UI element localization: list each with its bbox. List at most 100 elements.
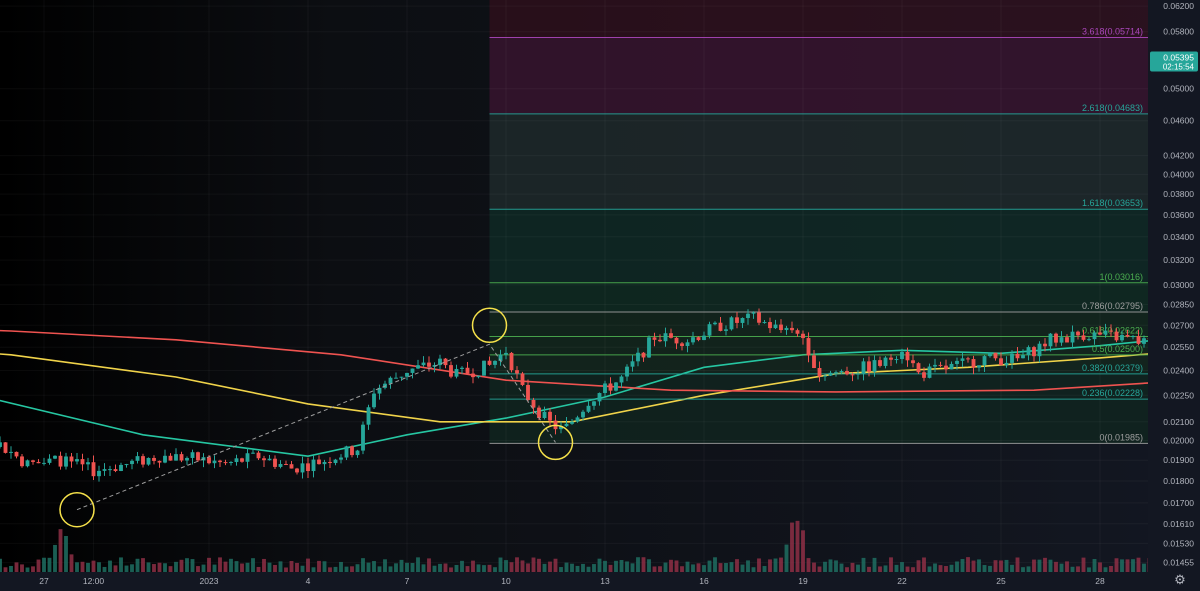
volume-bar	[1021, 567, 1025, 572]
time-tick-label: 28	[1095, 576, 1105, 586]
candle-body	[427, 362, 431, 367]
candle-body	[707, 324, 712, 336]
price-tick-label: 0.03800	[1163, 189, 1194, 199]
candle-body	[927, 366, 932, 378]
candle-body	[130, 460, 134, 465]
price-tick-label: 0.03000	[1163, 280, 1194, 290]
moving-averages	[0, 329, 1200, 458]
volume-bar	[773, 558, 778, 572]
volume-bar	[652, 566, 657, 572]
volume-bar	[960, 559, 965, 572]
volume-bar	[416, 557, 420, 572]
candle-body	[674, 337, 679, 344]
candle-body	[663, 333, 668, 342]
candle-body	[564, 423, 569, 427]
candle-body	[570, 421, 574, 424]
candle-body	[636, 352, 640, 362]
time-tick-label: 27	[39, 576, 49, 586]
volume-bar	[812, 562, 816, 572]
volume-bar	[108, 560, 112, 572]
volume-bar	[372, 561, 376, 572]
candle-body	[977, 365, 981, 368]
candle-body	[1076, 331, 1080, 336]
volume-bar	[75, 562, 79, 572]
candle-body	[1037, 343, 1042, 357]
candle-body	[1026, 347, 1031, 356]
candle-body	[75, 459, 79, 462]
candle-body	[894, 359, 899, 361]
price-tick-label: 0.06200	[1163, 1, 1194, 11]
candle-body	[1125, 334, 1130, 337]
volume-bar	[317, 560, 321, 572]
candle-body	[790, 327, 794, 331]
volume-bar	[718, 563, 723, 572]
candle-body	[531, 399, 536, 408]
candle-body	[867, 361, 871, 372]
candle-body	[278, 464, 283, 467]
volume-bar	[86, 562, 90, 572]
volume-bar	[146, 562, 151, 572]
volume-bar	[1114, 558, 1119, 572]
highlight-circle	[471, 307, 508, 344]
volume-bar	[190, 559, 195, 572]
candle-body	[729, 317, 734, 330]
fib-level-label: 1.618(0.03653)	[1082, 198, 1143, 208]
candle-body	[1059, 337, 1064, 343]
volume-bar	[944, 566, 948, 572]
candle-body	[542, 411, 547, 419]
time-tick-label: 4	[306, 576, 311, 586]
candle-body	[295, 468, 299, 473]
volume-bar	[878, 566, 882, 572]
volume-bar	[707, 560, 712, 572]
candle-body	[212, 460, 217, 464]
fib-level-label: 0.5(0.02500)	[1092, 344, 1143, 354]
candle-body	[872, 360, 877, 372]
volume-bar	[801, 530, 805, 572]
candle-body	[641, 352, 646, 358]
volume-bar	[988, 565, 992, 572]
volume-bar	[300, 565, 305, 572]
candle-body	[471, 373, 475, 378]
candle-body	[581, 411, 585, 418]
price-tick-label: 0.02700	[1163, 320, 1194, 330]
volume-bar	[157, 562, 162, 572]
volume-bar	[729, 562, 734, 572]
volume-bar	[14, 562, 19, 572]
fib-level-label: 0.786(0.02795)	[1082, 301, 1143, 311]
candle-body	[966, 358, 970, 360]
candle-body	[196, 452, 200, 461]
candle-body	[1015, 353, 1020, 359]
candle-body	[938, 364, 943, 366]
volume-bar	[91, 560, 96, 572]
candle-body	[493, 360, 497, 365]
gear-icon[interactable]: ⚙	[1160, 569, 1200, 591]
volume-bar	[1048, 559, 1053, 572]
candle-body	[746, 313, 750, 319]
volume-bar	[982, 565, 987, 572]
time-tick-label: 13	[600, 576, 610, 586]
candle-body	[768, 322, 772, 329]
volume-bar	[47, 557, 52, 572]
candle-body	[1142, 338, 1146, 344]
candle-body	[366, 407, 371, 425]
candle-body	[124, 464, 129, 466]
volume-bar	[867, 566, 871, 572]
fib-zone	[489, 113, 1148, 210]
candle-body	[460, 367, 464, 369]
candle-body	[399, 376, 404, 378]
volume-bar	[1109, 565, 1113, 572]
volume-bar	[311, 567, 316, 572]
volume-bar	[542, 563, 547, 572]
candle-body	[856, 373, 860, 375]
volume-bar	[927, 566, 932, 572]
candle-body	[1131, 336, 1135, 338]
candle-body	[377, 387, 382, 394]
volume-bar	[278, 561, 283, 572]
fib-level-label: 0.618(0.02622)	[1082, 326, 1143, 336]
price-axis[interactable]: 0.06200 0.05800 0.05000 0.04600 0.04200 0.040…	[1148, 0, 1200, 591]
volume-bar	[130, 564, 134, 572]
volume-bar	[817, 566, 822, 572]
price-tick-label: 0.02400	[1163, 366, 1194, 376]
